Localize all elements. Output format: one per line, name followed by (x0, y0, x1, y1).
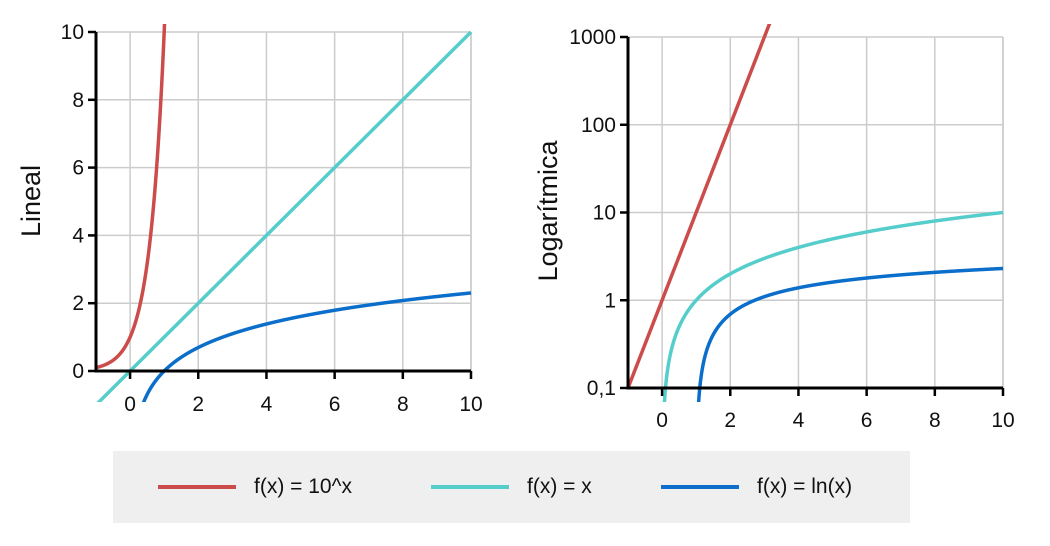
legend-swatch-exp10 (158, 485, 236, 489)
y-tick-label: 0,1 (587, 377, 616, 400)
x-tick-label: 4 (793, 409, 805, 432)
y-tick-label: 10 (61, 21, 84, 44)
x-tick-label: 8 (929, 409, 941, 432)
series-line-identity (662, 210, 1005, 402)
y-tick-label: 1 (604, 289, 616, 312)
x-tick-label: 10 (991, 409, 1014, 432)
x-tick-label: 6 (861, 409, 873, 432)
y-axis-title: Lineal (16, 165, 46, 237)
legend-item-identity: f(x) = x (431, 451, 592, 523)
x-tick-label: 0 (124, 393, 136, 416)
y-axis-title: Logarítmica (533, 139, 563, 281)
legend-swatch-ln (661, 485, 739, 489)
series-line-identity (96, 30, 473, 402)
x-tick-label: 2 (724, 409, 736, 432)
x-tick-label: 4 (261, 393, 273, 416)
x-tick-label: 6 (329, 393, 341, 416)
series-line-ln (696, 266, 1005, 402)
legend-label-exp10: f(x) = 10^x (254, 475, 352, 498)
y-tick-label: 0 (72, 360, 84, 383)
series-line-ln (141, 291, 473, 402)
legend-label-ln: f(x) = ln(x) (757, 475, 853, 498)
legend: f(x) = 10^x f(x) = x f(x) = ln(x) (113, 451, 910, 523)
legend-item-ln: f(x) = ln(x) (661, 451, 852, 523)
y-tick-label: 2 (72, 292, 84, 315)
y-tick-label: 8 (72, 89, 84, 112)
legend-swatch-identity (431, 485, 509, 489)
y-tick-label: 100 (581, 114, 616, 137)
x-tick-label: 10 (459, 393, 482, 416)
log-chart: 0 2 4 6 8 10 0,1 1 10 100 1000 Logarítmica (533, 24, 1015, 432)
y-tick-label: 10 (593, 202, 616, 225)
legend-item-exp10: f(x) = 10^x (158, 451, 352, 523)
y-tick-label: 4 (72, 224, 84, 247)
y-tick-label: 6 (72, 157, 84, 180)
x-tick-label: 2 (192, 393, 204, 416)
series-line-exp10 (94, 24, 167, 370)
legend-label-identity: f(x) = x (527, 475, 592, 498)
x-tick-label: 8 (397, 393, 409, 416)
series-line-exp10 (626, 24, 772, 390)
linear-chart: 0 2 4 6 8 10 0 2 4 6 8 10 Lineal (16, 21, 483, 416)
x-tick-label: 0 (656, 409, 668, 432)
y-tick-label: 1000 (569, 26, 616, 49)
